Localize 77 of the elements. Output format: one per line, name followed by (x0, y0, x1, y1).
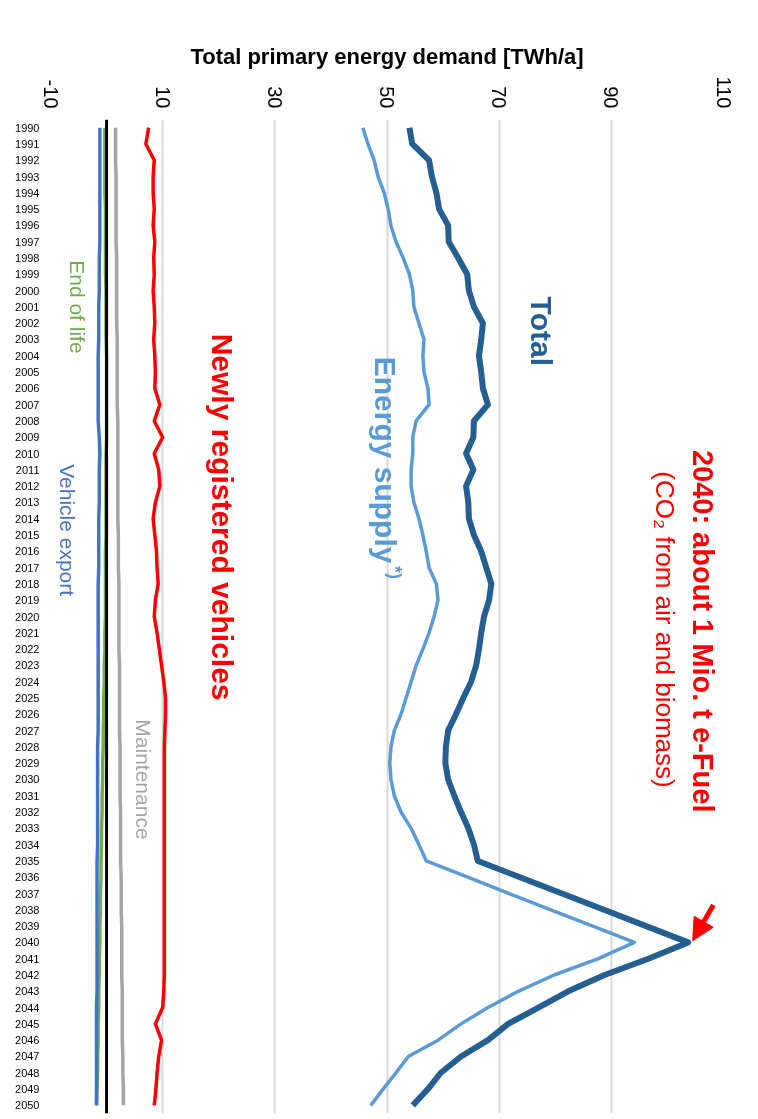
y-tick-label: 2009 (15, 431, 40, 444)
y-tick-label: 2022 (15, 643, 40, 656)
x-tick-label: 10 (151, 86, 174, 109)
y-tick-label: 2025 (15, 691, 40, 704)
text: Total (524, 296, 558, 367)
y-tick-label: 1999 (15, 268, 40, 281)
y-tick-label: 2033 (15, 822, 40, 835)
y-tick-label: 2039 (15, 920, 40, 933)
y-tick-label: 2024 (15, 675, 40, 688)
y-tick-label: 2038 (15, 903, 40, 916)
text: Maintenance (132, 719, 156, 840)
y-tick-label: 2004 (15, 349, 40, 362)
y-tick-label: 2010 (15, 447, 40, 460)
y-tick-label: 2043 (15, 985, 40, 998)
y-tick-label: 1997 (15, 235, 40, 248)
annotation: (CO₂ from air and biomass) (649, 471, 680, 788)
y-tick-label: 2026 (15, 708, 40, 721)
y-tick-label: 2047 (15, 1050, 40, 1063)
y-tick-label: 2044 (15, 1001, 40, 1014)
y-tick-label: 2048 (15, 1066, 40, 1079)
y-tick-label: 2014 (15, 512, 40, 525)
y-tick-label: 1998 (15, 252, 40, 265)
y-tick-label: 2012 (15, 480, 40, 493)
x-tick-label: 70 (488, 86, 511, 109)
y-tick-label: 2035 (15, 854, 40, 867)
y-tick-label: 2041 (15, 952, 40, 965)
text: Vehicle export (55, 464, 79, 597)
y-tick-label: 2003 (15, 333, 40, 346)
x-tick-label: 90 (600, 86, 623, 109)
x-axis-title: Total primary energy demand [TWh/a] (190, 43, 584, 69)
y-tick-label: 2005 (15, 366, 40, 379)
x-tick-label: 110 (712, 76, 735, 109)
y-tick-label: 1994 (15, 186, 40, 199)
y-tick-label: 1993 (15, 170, 40, 183)
y-tick-label: 2019 (15, 594, 40, 607)
annotation: 2040: about 1 Mio. t e-Fuel (686, 449, 719, 813)
y-tick-label: 2046 (15, 1034, 40, 1047)
y-tick-label: 2013 (15, 496, 40, 509)
y-tick-label: 2050 (15, 1099, 40, 1112)
y-tick-label: 2029 (15, 757, 40, 770)
text: Energy supply*) (369, 356, 405, 580)
text: End of life (65, 260, 89, 354)
y-tick-label: 1991 (15, 137, 40, 150)
x-tick-label: -10 (39, 79, 62, 109)
y-tick-label: 2037 (15, 887, 40, 900)
y-tick-label: 2015 (15, 529, 40, 542)
y-tick-label: 2018 (15, 577, 40, 590)
x-tick-label: 30 (263, 86, 286, 109)
y-tick-label: 2027 (15, 724, 40, 737)
y-tick-label: 2020 (15, 610, 40, 623)
y-tick-label: 2030 (15, 773, 40, 786)
y-tick-label: 2028 (15, 740, 40, 753)
y-tick-label: 2023 (15, 659, 40, 672)
y-tick-label: 2021 (15, 626, 40, 639)
y-tick-label: 2036 (15, 871, 40, 884)
y-tick-label: 2001 (15, 300, 40, 313)
y-tick-label: 2008 (15, 414, 40, 427)
y-tick-label: 2045 (15, 1017, 40, 1030)
y-tick-label: 2042 (15, 968, 40, 981)
y-tick-label: 2032 (15, 806, 40, 819)
y-tick-label: 2011 (15, 463, 40, 476)
y-tick-label: 2007 (15, 398, 40, 411)
y-tick-label: 1992 (15, 154, 40, 167)
y-tick-label: 2017 (15, 561, 40, 574)
y-tick-label: 2031 (15, 789, 40, 802)
y-tick-label: 2049 (15, 1083, 40, 1096)
y-tick-label: 2006 (15, 382, 40, 395)
y-tick-label: 2002 (15, 317, 40, 330)
y-tick-label: 2016 (15, 545, 40, 558)
text: Newly registered vehicles (206, 333, 240, 701)
y-tick-label: 1996 (15, 219, 40, 232)
y-tick-label: 2034 (15, 838, 40, 851)
y-tick-label: 1995 (15, 203, 40, 216)
y-tick-label: 2000 (15, 284, 40, 297)
y-tick-label: 1990 (15, 121, 40, 134)
x-tick-label: 50 (376, 86, 398, 109)
y-tick-label: 2040 (15, 936, 40, 949)
